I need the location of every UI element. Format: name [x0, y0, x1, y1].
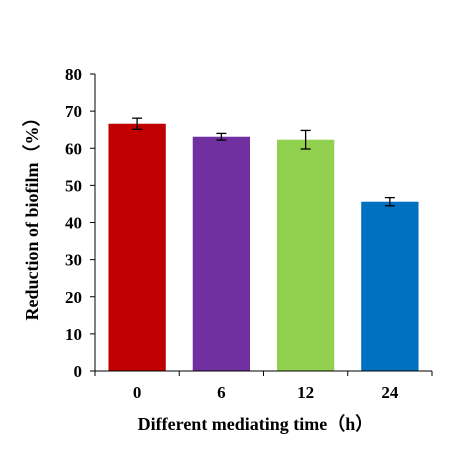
y-tick-label: 70	[65, 102, 82, 121]
y-tick-label: 60	[65, 139, 82, 158]
x-tick-label: 6	[217, 383, 226, 402]
error-bars-group	[132, 117, 395, 207]
error-bar-6	[216, 132, 227, 141]
error-bar-12	[300, 129, 311, 150]
bar-0	[108, 123, 166, 371]
error-bar-0	[132, 117, 143, 130]
x-tick-label: 12	[297, 383, 314, 402]
y-tick-label: 80	[65, 65, 82, 84]
y-tick-label: 40	[65, 214, 82, 233]
x-axis-ticks: 0 6 12 24	[94, 371, 433, 402]
y-tick-label: 50	[65, 176, 82, 195]
bar-6	[192, 136, 251, 371]
bars-group	[108, 123, 419, 371]
y-tick-label: 30	[65, 251, 82, 270]
bar-12	[276, 139, 335, 371]
x-tick-label: 0	[133, 383, 142, 402]
y-tick-label: 0	[74, 362, 83, 381]
x-tick-label: 24	[381, 383, 399, 402]
y-axis-title: Reduction of biofilm（%）	[22, 108, 42, 320]
error-bar-24	[384, 196, 395, 207]
y-tick-label: 20	[65, 288, 82, 307]
y-tick-label: 10	[65, 325, 82, 344]
x-axis-title: Different mediating time（h）	[138, 414, 374, 434]
bar-24	[361, 201, 419, 371]
y-axis-ticks: 0 10 20 30 40 50 60 70 80	[65, 65, 95, 381]
